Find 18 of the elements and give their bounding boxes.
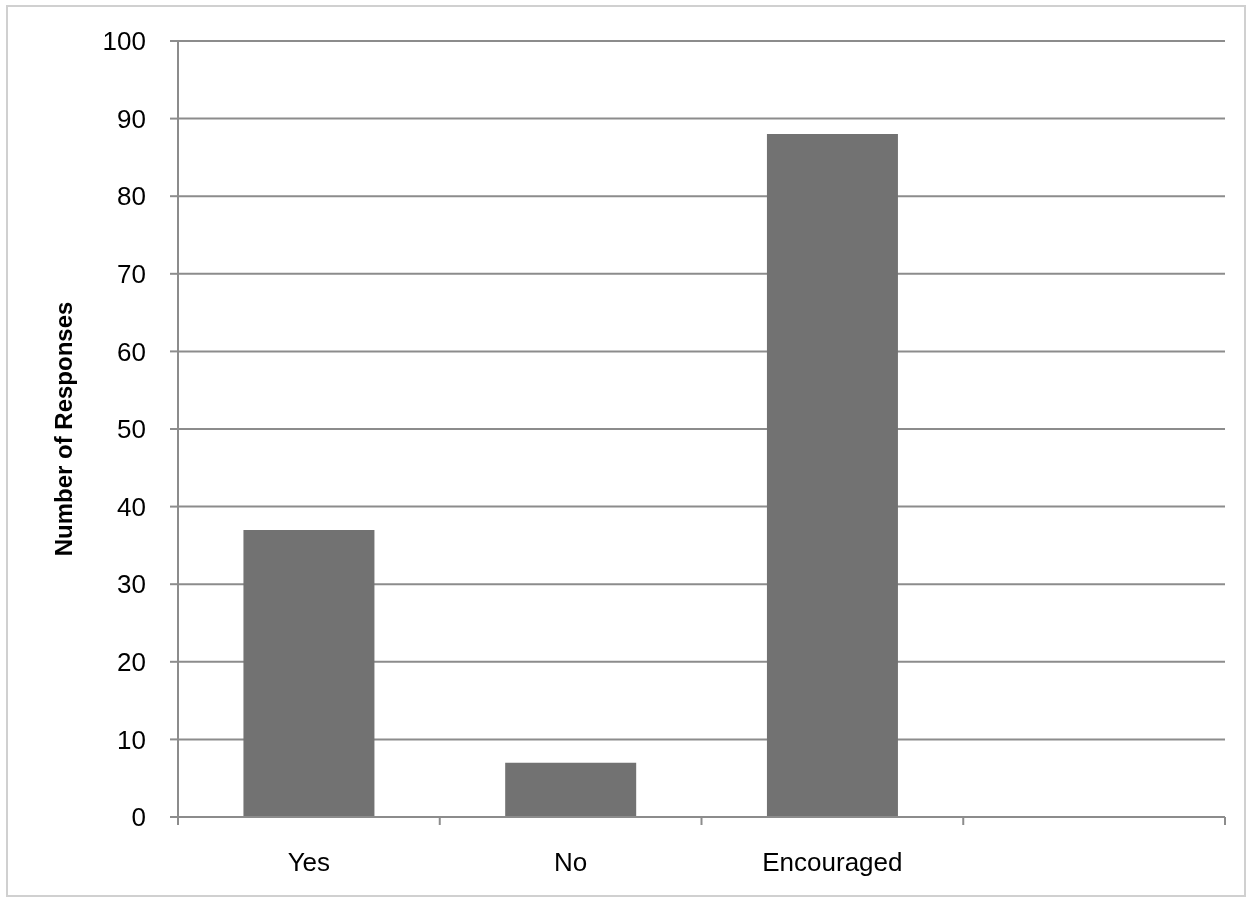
y-tick-label: 40	[117, 491, 146, 522]
y-tick-label: 60	[117, 336, 146, 367]
bar	[243, 529, 375, 817]
y-tick-label: 100	[102, 26, 146, 57]
y-tick-label: 90	[117, 103, 146, 134]
y-tick-label: 80	[117, 181, 146, 212]
y-tick-label: 50	[117, 414, 146, 445]
bar	[766, 134, 898, 817]
x-tick-label: No	[554, 847, 588, 878]
x-tick-label: Yes	[287, 847, 331, 878]
y-axis-title: Number of Responses	[49, 301, 77, 557]
x-tick-label: Encouraged	[762, 847, 903, 878]
y-tick-label: 30	[117, 569, 146, 600]
y-tick-label: 10	[117, 724, 146, 755]
y-tick-label: 0	[131, 802, 146, 833]
y-tick-label: 20	[117, 647, 146, 678]
bar	[505, 762, 637, 817]
y-tick-label: 70	[117, 259, 146, 290]
